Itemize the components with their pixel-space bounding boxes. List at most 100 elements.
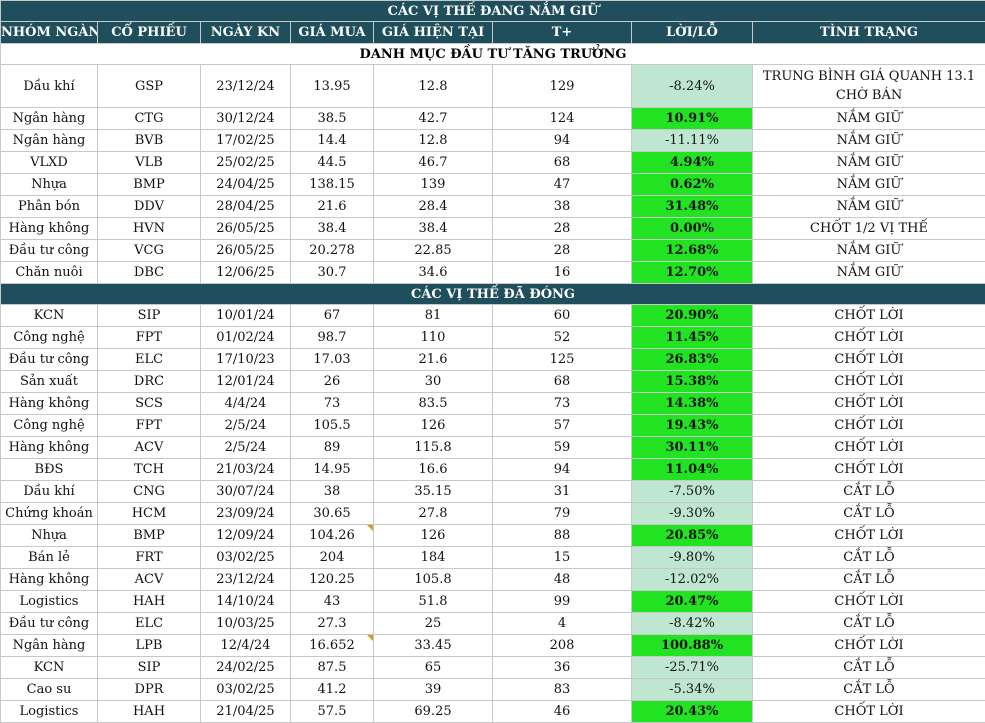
profit-loss-cell: 11.04% — [632, 459, 753, 481]
buy-price-cell: 120.25 — [291, 569, 374, 591]
current-price-cell: 69.25 — [374, 701, 493, 723]
status-cell: CẮT LỖ — [753, 613, 985, 635]
header-t-plus: T+ — [493, 22, 632, 44]
profit-loss-cell: 10.91% — [632, 108, 753, 130]
date-cell: 2/5/24 — [201, 437, 291, 459]
sector-cell: KCN — [1, 305, 98, 327]
ticker-cell: BMP — [98, 174, 201, 196]
ticker-cell: BVB — [98, 130, 201, 152]
status-cell: NẮM GIỮ — [753, 196, 985, 218]
buy-price-cell: 87.5 — [291, 657, 374, 679]
current-price-cell: 21.6 — [374, 349, 493, 371]
sector-cell: Hàng không — [1, 218, 98, 240]
section-growth-title: DANH MỤC ĐẦU TƯ TĂNG TRƯỞNG — [1, 44, 985, 65]
profit-loss-cell: -5.34% — [632, 679, 753, 701]
current-price-cell: 51.8 — [374, 591, 493, 613]
ticker-cell: CTG — [98, 108, 201, 130]
current-price-cell: 28.4 — [374, 196, 493, 218]
profit-loss-cell: -7.50% — [632, 481, 753, 503]
ticker-cell: CNG — [98, 481, 201, 503]
ticker-cell: DDV — [98, 196, 201, 218]
t-plus-cell: 15 — [493, 547, 632, 569]
ticker-cell: HAH — [98, 591, 201, 613]
date-cell: 01/02/24 — [201, 327, 291, 349]
ticker-cell: GSP — [98, 65, 201, 108]
current-price-cell: 126 — [374, 525, 493, 547]
date-cell: 21/03/24 — [201, 459, 291, 481]
buy-price-cell: 16.652 — [291, 635, 374, 657]
buy-price-cell: 27.3 — [291, 613, 374, 635]
status-cell: CẮT LỖ — [753, 547, 985, 569]
buy-price-cell: 67 — [291, 305, 374, 327]
sector-cell: Dầu khí — [1, 481, 98, 503]
sector-cell: Hàng không — [1, 393, 98, 415]
column-header-row: NHÓM NGÀNH CỔ PHIẾU NGÀY KN GIÁ MUA GIÁ … — [1, 22, 985, 44]
current-price-cell: 16.6 — [374, 459, 493, 481]
buy-price-cell: 98.7 — [291, 327, 374, 349]
buy-price-cell: 105.5 — [291, 415, 374, 437]
ticker-cell: DBC — [98, 262, 201, 284]
profit-loss-cell: 0.62% — [632, 174, 753, 196]
ticker-cell: FRT — [98, 547, 201, 569]
ticker-cell: HAH — [98, 701, 201, 723]
status-cell: CHỐT 1/2 VỊ THẾ — [753, 218, 985, 240]
profit-loss-cell: 20.90% — [632, 305, 753, 327]
t-plus-cell: 60 — [493, 305, 632, 327]
current-price-cell: 81 — [374, 305, 493, 327]
profit-loss-cell: 4.94% — [632, 152, 753, 174]
profit-loss-cell: -8.42% — [632, 613, 753, 635]
status-cell: CHỐT LỜI — [753, 327, 985, 349]
header-ticker: CỔ PHIẾU — [98, 22, 201, 44]
profit-loss-cell: -11.11% — [632, 130, 753, 152]
ticker-cell: DRC — [98, 371, 201, 393]
profit-loss-cell: 19.43% — [632, 415, 753, 437]
date-cell: 25/02/25 — [201, 152, 291, 174]
current-price-cell: 30 — [374, 371, 493, 393]
ticker-cell: ACV — [98, 569, 201, 591]
date-cell: 2/5/24 — [201, 415, 291, 437]
date-cell: 03/02/25 — [201, 679, 291, 701]
date-cell: 12/01/24 — [201, 371, 291, 393]
t-plus-cell: 94 — [493, 130, 632, 152]
buy-price-cell: 41.2 — [291, 679, 374, 701]
buy-price-cell: 26 — [291, 371, 374, 393]
status-cell: CHỐT LỜI — [753, 591, 985, 613]
header-date: NGÀY KN — [201, 22, 291, 44]
date-cell: 17/02/25 — [201, 130, 291, 152]
status-cell: CHỐT LỜI — [753, 305, 985, 327]
buy-price-cell: 57.5 — [291, 701, 374, 723]
buy-price-cell: 21.6 — [291, 196, 374, 218]
t-plus-cell: 68 — [493, 152, 632, 174]
ticker-cell: SIP — [98, 657, 201, 679]
sector-cell: Sản xuất — [1, 371, 98, 393]
t-plus-cell: 28 — [493, 240, 632, 262]
current-price-cell: 126 — [374, 415, 493, 437]
buy-price-cell: 13.95 — [291, 65, 374, 108]
buy-price-cell: 38.4 — [291, 218, 374, 240]
t-plus-cell: 124 — [493, 108, 632, 130]
t-plus-cell: 47 — [493, 174, 632, 196]
t-plus-cell: 48 — [493, 569, 632, 591]
profit-loss-cell: 20.43% — [632, 701, 753, 723]
sector-cell: Đầu tư công — [1, 613, 98, 635]
sector-cell: Công nghệ — [1, 415, 98, 437]
current-price-cell: 34.6 — [374, 262, 493, 284]
profit-loss-cell: 0.00% — [632, 218, 753, 240]
t-plus-cell: 125 — [493, 349, 632, 371]
ticker-cell: FPT — [98, 327, 201, 349]
ticker-cell: VCG — [98, 240, 201, 262]
t-plus-cell: 88 — [493, 525, 632, 547]
